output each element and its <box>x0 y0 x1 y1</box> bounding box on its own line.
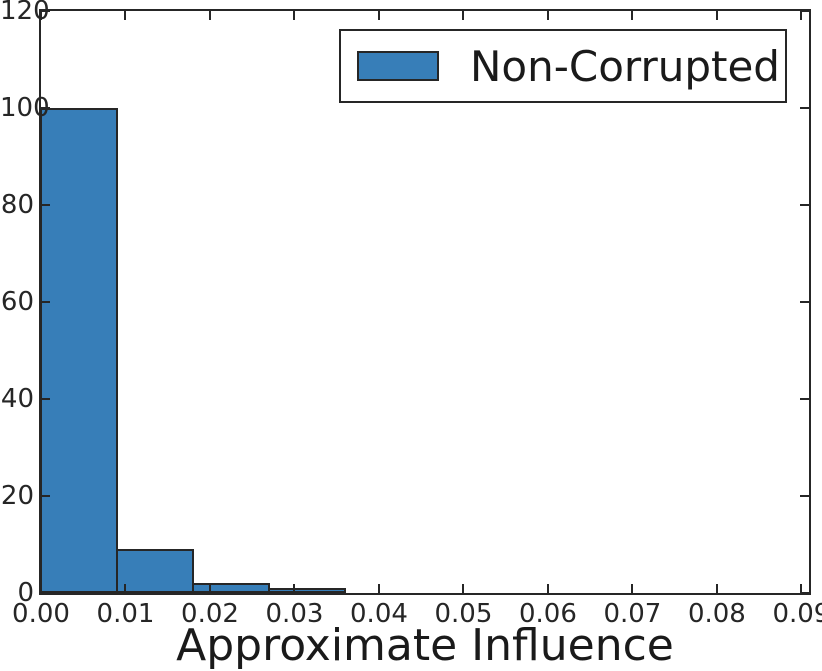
tick-mark <box>124 11 126 20</box>
tick-mark <box>800 10 809 12</box>
tick-mark <box>41 10 50 12</box>
tick-mark <box>631 584 633 593</box>
legend-swatch <box>357 51 439 81</box>
plot-area <box>39 9 811 595</box>
histogram-bar <box>40 108 119 593</box>
tick-mark <box>41 107 50 109</box>
tick-mark <box>800 11 802 20</box>
tick-mark <box>41 301 50 303</box>
x-tick-label: 0.03 <box>265 599 324 629</box>
tick-mark <box>716 584 718 593</box>
x-tick-label: 0.01 <box>96 599 155 629</box>
x-tick-label: 0.07 <box>603 599 662 629</box>
x-tick-label: 0.08 <box>687 599 746 629</box>
x-tick-label: 0.00 <box>12 599 70 629</box>
tick-mark <box>800 398 809 400</box>
tick-mark <box>378 11 380 20</box>
y-tick-label: 40 <box>0 384 34 414</box>
tick-mark <box>462 584 464 593</box>
tick-mark <box>209 584 211 593</box>
tick-mark <box>631 11 633 20</box>
x-tick-label: 0.02 <box>181 599 239 629</box>
tick-mark <box>41 398 50 400</box>
tick-mark <box>40 584 42 593</box>
x-tick-label: 0.06 <box>518 599 577 629</box>
y-tick-label: 0 <box>17 578 34 608</box>
y-tick-label: 100 <box>0 93 50 123</box>
histogram-bar <box>192 583 271 593</box>
tick-mark <box>41 495 50 497</box>
tick-mark <box>209 11 211 20</box>
tick-mark <box>800 592 809 594</box>
legend: Non-Corrupted <box>339 29 787 103</box>
tick-mark <box>800 301 809 303</box>
tick-mark <box>800 584 802 593</box>
y-tick-label: 80 <box>0 190 34 220</box>
tick-mark <box>800 107 809 109</box>
tick-mark <box>41 204 50 206</box>
tick-mark <box>41 592 50 594</box>
tick-mark <box>293 584 295 593</box>
histogram-bar <box>116 549 195 593</box>
tick-mark <box>800 495 809 497</box>
y-tick-label: 20 <box>0 481 34 511</box>
legend-label: Non-Corrupted <box>470 41 780 91</box>
tick-mark <box>378 584 380 593</box>
x-axis-label: Approximate Influence <box>176 620 674 671</box>
histogram-bar <box>268 588 347 593</box>
x-tick-label: 0.09 <box>772 599 822 629</box>
tick-mark <box>462 11 464 20</box>
tick-mark <box>547 11 549 20</box>
y-tick-label: 120 <box>0 0 50 26</box>
tick-mark <box>716 11 718 20</box>
tick-mark <box>124 584 126 593</box>
y-tick-label: 60 <box>0 287 34 317</box>
tick-mark <box>547 584 549 593</box>
tick-mark <box>293 11 295 20</box>
x-tick-label: 0.05 <box>434 599 493 629</box>
tick-mark <box>40 11 42 20</box>
x-tick-label: 0.04 <box>350 599 408 629</box>
tick-mark <box>800 204 809 206</box>
